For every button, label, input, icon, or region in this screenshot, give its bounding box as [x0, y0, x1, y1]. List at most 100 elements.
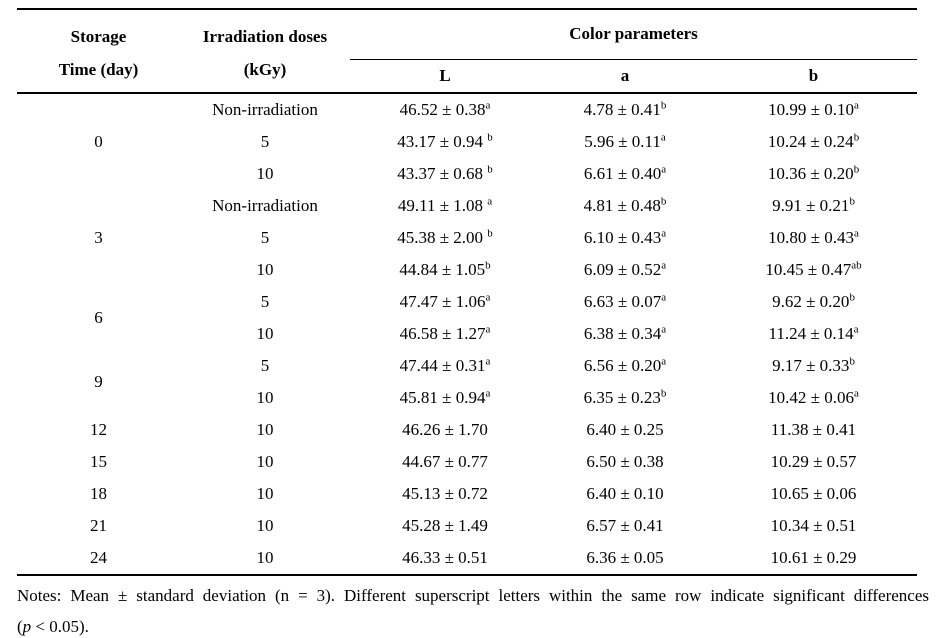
storage-day-cell: 24 [90, 547, 107, 567]
b-value-cell: 10.36 ± 0.20b [710, 158, 917, 190]
b-value-cell: 10.29 ± 0.57 [710, 446, 917, 478]
value-text: 11.24 ± 0.14 [768, 323, 854, 343]
dose-cell: Non-irradiation [212, 99, 318, 119]
l-value-cell: 46.26 ± 1.70 [350, 414, 540, 446]
b-value-cell: 10.34 ± 0.51 [710, 510, 917, 542]
table-row: 12 10 46.26 ± 1.70 6.40 ± 0.25 11.38 ± 0.41 [17, 414, 917, 446]
significance-superscript: a [485, 290, 491, 303]
value-text: 10.80 ± 0.43 [768, 227, 854, 247]
notes-p-symbol: p [22, 617, 32, 636]
value-text: 46.52 ± 0.38 [399, 99, 486, 119]
significance-superscript: ab [851, 258, 862, 271]
b-value-cell: 9.17 ± 0.33b [710, 350, 917, 382]
table-row: 24 10 46.33 ± 0.51 6.36 ± 0.05 10.61 ± 0.29 [17, 542, 917, 575]
dose-cell: 10 [256, 547, 274, 567]
value-text: 6.57 ± 0.41 [586, 515, 664, 535]
significance-superscript: a [661, 162, 667, 175]
value-text: 46.26 ± 1.70 [402, 419, 488, 439]
significance-superscript: a [661, 226, 667, 239]
l-value-cell: 44.67 ± 0.77 [350, 446, 540, 478]
significance-superscript: a [853, 386, 859, 399]
b-value-cell: 11.24 ± 0.14a [710, 318, 917, 350]
value-text: 45.81 ± 0.94 [399, 387, 486, 407]
value-text: 10.45 ± 0.47 [765, 259, 852, 279]
dose-cell: 5 [260, 355, 270, 375]
significance-superscript: a [485, 322, 491, 335]
l-value-cell: 45.38 ± 2.00 b [350, 222, 540, 254]
header-storage-line2: Time (day) [58, 59, 139, 79]
significance-superscript: a [485, 98, 491, 111]
b-value-cell: 9.62 ± 0.20b [710, 286, 917, 318]
l-value-cell: 47.47 ± 1.06a [350, 286, 540, 318]
a-value-cell: 6.09 ± 0.52a [540, 254, 710, 286]
header-b: b [710, 59, 918, 94]
header-irradiation-doses: Irradiation doses (kGy) [180, 9, 350, 94]
l-value-cell: 47.44 ± 0.31a [350, 350, 540, 382]
dose-cell: 10 [256, 483, 274, 503]
value-text: 43.37 ± 0.68 [397, 163, 488, 183]
value-text: 10.61 ± 0.29 [770, 547, 857, 567]
value-text: 9.91 ± 0.21 [772, 195, 850, 215]
header-storage-line1: Storage [70, 26, 127, 46]
table-row: 10 43.37 ± 0.68 b 6.61 ± 0.40a 10.36 ± 0.20… [17, 158, 917, 190]
header-a: a [540, 59, 710, 94]
significance-superscript: b [853, 130, 860, 143]
l-value-cell: 44.84 ± 1.05b [350, 254, 540, 286]
value-text: 4.78 ± 0.41 [583, 99, 661, 119]
l-value-cell: 46.33 ± 0.51 [350, 542, 540, 575]
significance-superscript: a [660, 130, 666, 143]
value-text: 6.40 ± 0.10 [586, 483, 664, 503]
dose-cell: 10 [256, 387, 274, 407]
dose-cell: 10 [256, 451, 274, 471]
storage-day-cell: 9 [94, 371, 103, 391]
a-value-cell: 6.36 ± 0.05 [540, 542, 710, 575]
a-value-cell: 6.63 ± 0.07a [540, 286, 710, 318]
dose-cell: Non-irradiation [212, 195, 318, 215]
significance-superscript: b [660, 98, 667, 111]
value-text: 46.33 ± 0.51 [402, 547, 488, 567]
value-text: 45.38 ± 2.00 [397, 227, 488, 247]
header-row-2: L a b [17, 59, 918, 94]
l-value-cell: 45.81 ± 0.94a [350, 382, 540, 414]
value-text: 6.10 ± 0.43 [583, 227, 662, 247]
header-storage-time: Storage Time (day) [17, 9, 180, 94]
value-text: 10.99 ± 0.10 [768, 99, 854, 119]
value-text: 6.63 ± 0.07 [583, 291, 662, 311]
l-value-cell: 49.11 ± 1.08 a [350, 190, 540, 222]
significance-superscript: a [487, 194, 493, 207]
value-text: 10.65 ± 0.06 [770, 483, 857, 503]
value-text: 9.17 ± 0.33 [772, 355, 850, 375]
value-text: 6.36 ± 0.05 [586, 547, 664, 567]
header-L: L [350, 59, 540, 94]
l-value-cell: 46.58 ± 1.27a [350, 318, 540, 350]
value-text: 10.42 ± 0.06 [768, 387, 854, 407]
table-row: 10 46.58 ± 1.27a 6.38 ± 0.34a 11.24 ± 0.14a [17, 318, 917, 350]
dose-cell: 10 [256, 419, 274, 439]
table-row: 15 10 44.67 ± 0.77 6.50 ± 0.38 10.29 ± 0.57 [17, 446, 917, 478]
value-text: 5.96 ± 0.11 [584, 131, 661, 151]
table-header: Storage Time (day) Irradiation doses (kG… [17, 9, 918, 94]
significance-superscript: b [487, 162, 493, 175]
significance-superscript: a [485, 354, 491, 367]
significance-superscript: a [853, 226, 859, 239]
a-value-cell: 6.50 ± 0.38 [540, 446, 710, 478]
table-row: 0 Non-irradiation 46.52 ± 0.38a 4.78 ± 0.41… [17, 93, 917, 150]
significance-superscript: a [661, 322, 667, 335]
a-value-cell: 4.78 ± 0.41b [540, 93, 710, 126]
significance-superscript: a [661, 354, 667, 367]
l-value-cell: 43.37 ± 0.68 b [350, 158, 540, 190]
storage-day-cell: 0 [94, 131, 103, 151]
a-value-cell: 5.96 ± 0.11a [540, 126, 710, 158]
significance-superscript: b [849, 290, 855, 303]
a-value-cell: 6.40 ± 0.10 [540, 478, 710, 510]
header-doses-line1: Irradiation doses [202, 26, 328, 46]
a-value-cell: 6.40 ± 0.25 [540, 414, 710, 446]
notes-text-line1: Notes: Mean ± standard deviation (n = 3)… [17, 586, 929, 605]
b-value-cell: 10.45 ± 0.47ab [710, 254, 917, 286]
storage-day-cell: 15 [90, 451, 107, 471]
significance-superscript: a [661, 290, 667, 303]
value-text: 45.13 ± 0.72 [402, 483, 488, 503]
significance-superscript: a [853, 322, 859, 335]
value-text: 4.81 ± 0.48 [583, 195, 661, 215]
